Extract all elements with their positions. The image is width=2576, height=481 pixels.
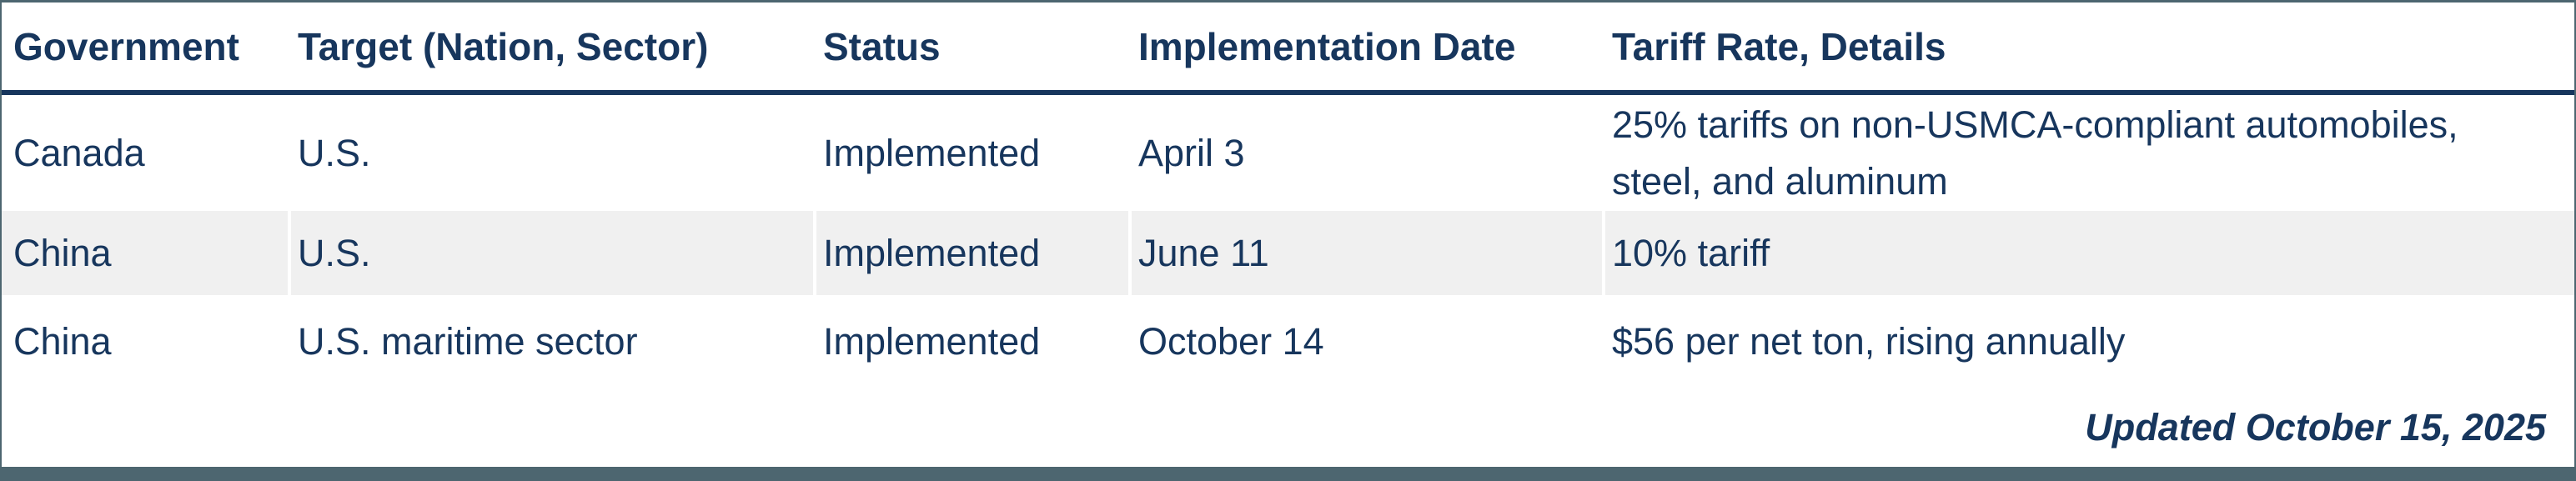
cell-implementation-date: June 11	[1132, 211, 1602, 295]
table-row: Canada U.S. Implemented April 3 25% tari…	[2, 95, 2574, 211]
cell-status: Implemented	[816, 211, 1128, 295]
cell-status: Implemented	[823, 320, 1041, 363]
bottom-accent-bar	[2, 467, 2574, 481]
cell-target: U.S.	[291, 211, 813, 295]
cell-target: U.S.	[298, 131, 371, 174]
column-header-status: Status	[823, 24, 941, 68]
cell-implementation-date: April 3	[1138, 131, 1245, 174]
table-footer-row: Updated October 15, 2025	[2, 388, 2574, 467]
column-header-tariff-rate-details: Tariff Rate, Details	[1612, 24, 1946, 68]
table-row: China U.S. maritime sector Implemented O…	[2, 295, 2574, 388]
cell-implementation-date: October 14	[1138, 320, 1324, 363]
column-header-target: Target (Nation, Sector)	[298, 24, 709, 68]
cell-tariff-details: $56 per net ton, rising annually	[1612, 320, 2126, 363]
cell-tariff-details: 10% tariff	[1605, 211, 2574, 295]
cell-target: U.S. maritime sector	[298, 320, 638, 363]
column-header-implementation-date: Implementation Date	[1138, 24, 1516, 68]
updated-date-note: Updated October 15, 2025	[2085, 406, 2546, 448]
table-header-row: Government Target (Nation, Sector) Statu…	[2, 3, 2574, 90]
cell-government: China	[13, 320, 112, 363]
table-row: China U.S. Implemented June 11 10% tarif…	[2, 211, 2574, 295]
cell-government: Canada	[13, 131, 145, 174]
header-underline-rule	[2, 90, 2574, 95]
column-header-government: Government	[13, 24, 239, 68]
cell-government: China	[2, 211, 288, 295]
cell-status: Implemented	[823, 131, 1041, 174]
cell-tariff-details: 25% tariffs on non-USMCA-compliant autom…	[1612, 103, 2458, 203]
